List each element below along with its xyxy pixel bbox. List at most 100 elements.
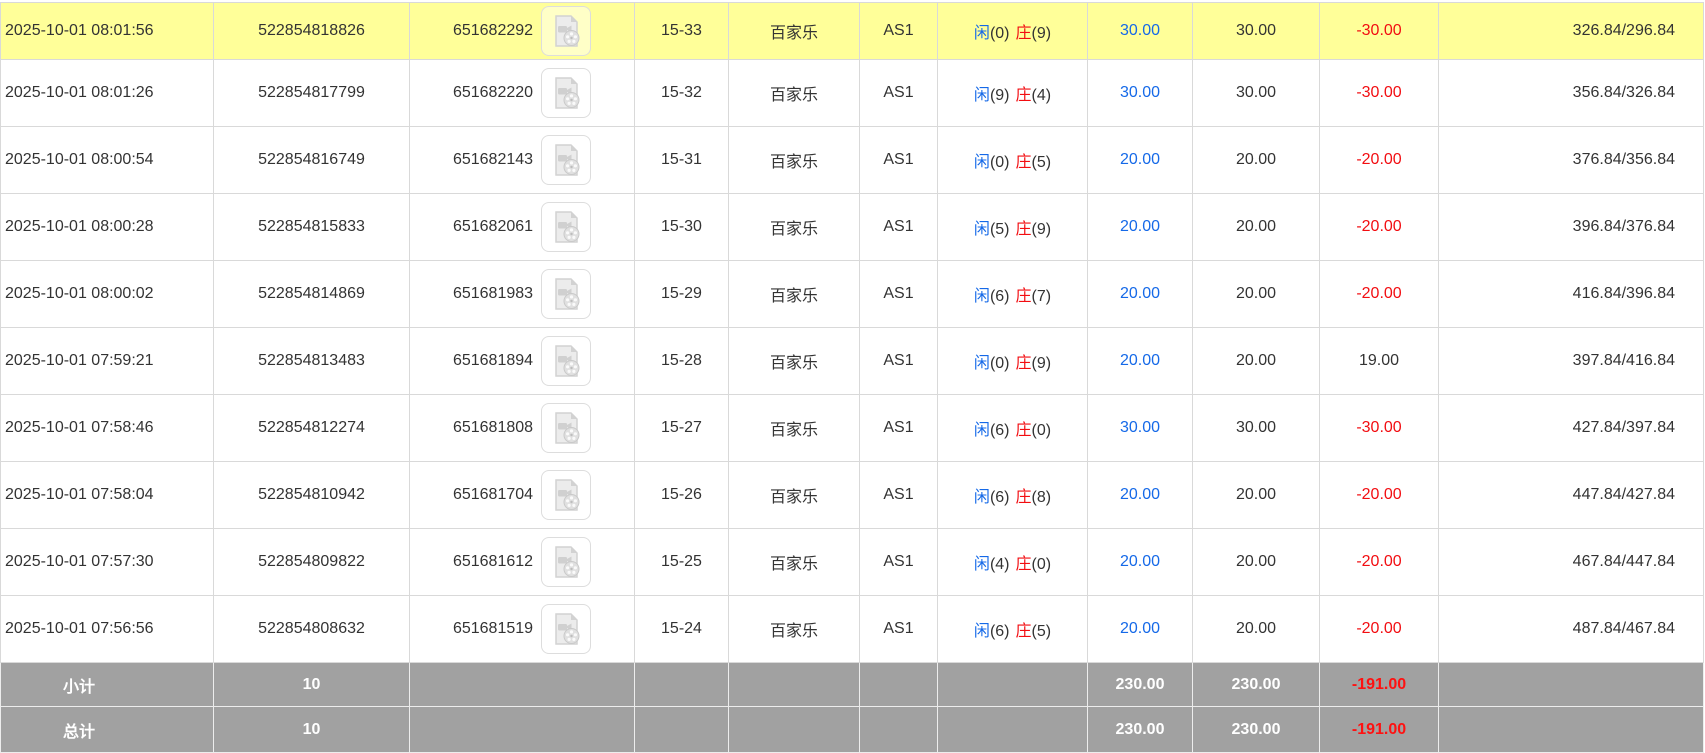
cell-winloss: -20.00 — [1319, 461, 1439, 529]
record-row[interactable]: 2025-10-01 08:00:02 522854814869 6516819… — [0, 260, 1704, 328]
video-replay-button[interactable] — [541, 6, 592, 56]
video-file-icon — [555, 77, 580, 109]
game-number: 651681808 — [452, 419, 534, 436]
cell-bet-amount: 20.00 — [1087, 327, 1193, 395]
cell-order-number: 522854812274 — [213, 394, 410, 462]
video-replay-button[interactable] — [541, 403, 592, 453]
banker-label: 庄 — [1015, 623, 1032, 640]
subtotal-empty-cell — [1438, 662, 1704, 707]
video-replay-button[interactable] — [541, 68, 592, 118]
cell-winloss: -30.00 — [1319, 59, 1439, 127]
cell-time: 2025-10-01 08:00:02 — [0, 260, 214, 328]
cell-game-number: 651682061 — [409, 193, 635, 261]
cell-game-type: 百家乐 — [728, 59, 860, 127]
cell-game-number: 651682292 — [409, 2, 635, 60]
cell-result: 闲(0) 庄(9) — [937, 2, 1088, 60]
cell-valid-amount: 20.00 — [1192, 528, 1320, 596]
cell-game-type: 百家乐 — [728, 260, 860, 328]
cell-order-number: 522854818826 — [213, 2, 410, 60]
cell-time: 2025-10-01 08:01:26 — [0, 59, 214, 127]
cell-table: AS1 — [859, 59, 938, 127]
cell-round: 15-31 — [634, 126, 729, 194]
cell-result: 闲(0) 庄(9) — [937, 327, 1088, 395]
subtotal-bet-total: 230.00 — [1087, 662, 1193, 707]
video-file-icon — [555, 345, 580, 377]
cell-time: 2025-10-01 07:58:46 — [0, 394, 214, 462]
cell-time: 2025-10-01 07:58:04 — [0, 461, 214, 529]
cell-balance: 416.84/396.84 — [1438, 260, 1704, 328]
banker-points: (7) — [1031, 288, 1052, 305]
banker-label: 庄 — [1015, 489, 1032, 506]
player-points: (0) — [989, 154, 1010, 171]
video-replay-button[interactable] — [541, 202, 592, 252]
total-empty-cell — [634, 706, 729, 753]
cell-balance: 487.84/467.84 — [1438, 595, 1704, 663]
cell-result: 闲(6) 庄(7) — [937, 260, 1088, 328]
record-row[interactable]: 2025-10-01 07:56:56 522854808632 6516815… — [0, 595, 1704, 663]
banker-label: 庄 — [1015, 221, 1032, 238]
video-replay-button[interactable] — [541, 470, 592, 520]
cell-round: 15-25 — [634, 528, 729, 596]
cell-order-number: 522854809822 — [213, 528, 410, 596]
game-number: 651681519 — [452, 620, 534, 637]
total-bet-total: 230.00 — [1087, 706, 1193, 753]
banker-label: 庄 — [1015, 355, 1032, 372]
record-row[interactable]: 2025-10-01 08:00:28 522854815833 6516820… — [0, 193, 1704, 261]
player-label: 闲 — [973, 355, 990, 372]
player-points: (5) — [989, 221, 1010, 238]
cell-round: 15-29 — [634, 260, 729, 328]
total-count: 10 — [213, 706, 410, 753]
banker-label: 庄 — [1015, 422, 1032, 439]
subtotal-count: 10 — [213, 662, 410, 707]
video-replay-button[interactable] — [541, 269, 592, 319]
cell-valid-amount: 30.00 — [1192, 59, 1320, 127]
video-replay-button[interactable] — [541, 537, 592, 587]
cell-game-number: 651681704 — [409, 461, 635, 529]
record-row[interactable]: 2025-10-01 08:01:56 522854818826 6516822… — [0, 2, 1704, 60]
cell-game-type: 百家乐 — [728, 461, 860, 529]
game-number: 651681894 — [452, 352, 534, 369]
game-number: 651682061 — [452, 218, 534, 235]
record-row[interactable]: 2025-10-01 07:58:46 522854812274 6516818… — [0, 394, 1704, 462]
video-file-icon — [555, 211, 580, 243]
video-file-icon — [555, 144, 580, 176]
video-file-icon — [555, 613, 580, 645]
total-empty-cell — [409, 706, 635, 753]
game-number: 651681704 — [452, 486, 534, 503]
record-row[interactable]: 2025-10-01 07:59:21 522854813483 6516818… — [0, 327, 1704, 395]
record-row[interactable]: 2025-10-01 07:58:04 522854810942 6516817… — [0, 461, 1704, 529]
cell-result: 闲(4) 庄(0) — [937, 528, 1088, 596]
record-row[interactable]: 2025-10-01 08:01:26 522854817799 6516822… — [0, 59, 1704, 127]
player-points: (0) — [989, 25, 1010, 42]
cell-result: 闲(6) 庄(0) — [937, 394, 1088, 462]
cell-winloss: -20.00 — [1319, 260, 1439, 328]
video-replay-button[interactable] — [541, 604, 592, 654]
total-valid-total: 230.00 — [1192, 706, 1320, 753]
cell-round: 15-28 — [634, 327, 729, 395]
cell-time: 2025-10-01 07:59:21 — [0, 327, 214, 395]
cell-balance: 396.84/376.84 — [1438, 193, 1704, 261]
subtotal-winloss-total: -191.00 — [1319, 662, 1439, 707]
player-label: 闲 — [973, 25, 990, 42]
cell-winloss: -30.00 — [1319, 2, 1439, 60]
cell-table: AS1 — [859, 2, 938, 60]
video-file-icon — [555, 278, 580, 310]
cell-table: AS1 — [859, 528, 938, 596]
cell-bet-amount: 30.00 — [1087, 394, 1193, 462]
cell-bet-amount: 20.00 — [1087, 595, 1193, 663]
cell-game-type: 百家乐 — [728, 327, 860, 395]
cell-game-type: 百家乐 — [728, 528, 860, 596]
cell-game-type: 百家乐 — [728, 595, 860, 663]
player-label: 闲 — [973, 221, 990, 238]
game-number: 651681983 — [452, 285, 534, 302]
cell-table: AS1 — [859, 126, 938, 194]
subtotal-empty-cell — [409, 662, 635, 707]
record-row[interactable]: 2025-10-01 08:00:54 522854816749 6516821… — [0, 126, 1704, 194]
video-replay-button[interactable] — [541, 135, 592, 185]
record-row[interactable]: 2025-10-01 07:57:30 522854809822 6516816… — [0, 528, 1704, 596]
total-row: 总计 10 230.00 230.00 -191.00 — [0, 706, 1704, 753]
video-replay-button[interactable] — [541, 336, 592, 386]
cell-balance: 397.84/416.84 — [1438, 327, 1704, 395]
cell-valid-amount: 20.00 — [1192, 327, 1320, 395]
